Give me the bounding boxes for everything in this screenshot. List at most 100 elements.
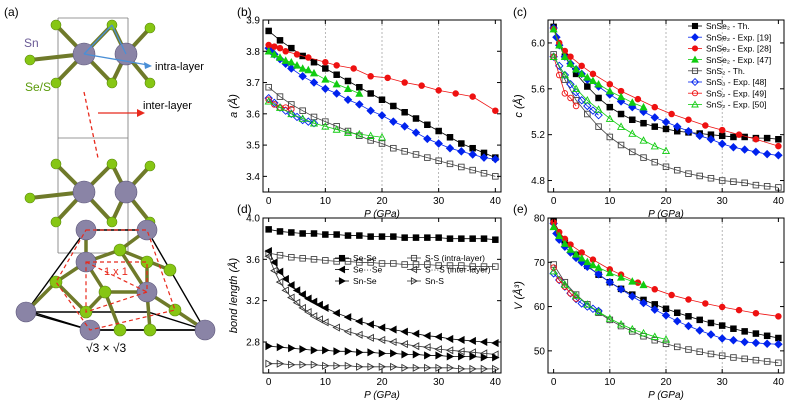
data-point — [333, 231, 340, 238]
data-point — [355, 330, 363, 339]
x-tick-label: 30 — [717, 196, 729, 207]
data-point — [763, 134, 771, 142]
data-point — [550, 264, 557, 271]
data-point — [735, 306, 743, 314]
data-point — [400, 327, 408, 336]
data-point — [287, 293, 295, 302]
data-point — [423, 331, 431, 340]
data-point — [458, 364, 466, 373]
data-point — [583, 73, 592, 81]
data-point — [650, 141, 659, 150]
data-point — [584, 83, 591, 90]
x-tick-label: 10 — [320, 196, 332, 207]
data-point — [668, 291, 675, 299]
data-point — [401, 350, 409, 359]
data-point — [287, 281, 295, 290]
data-point — [390, 349, 398, 358]
data-point — [344, 258, 352, 265]
lower-se-atoms — [24, 158, 156, 228]
data-point — [401, 234, 408, 241]
data-point — [718, 132, 726, 140]
data-point — [480, 235, 488, 242]
x-tick-label: 0 — [266, 196, 272, 207]
series-5 — [265, 83, 499, 180]
data-point — [343, 95, 353, 104]
data-point — [309, 78, 319, 87]
data-point — [730, 354, 737, 361]
y-tick-label: 4.0 — [246, 214, 260, 225]
x-tick-label: 30 — [433, 377, 445, 388]
data-point — [661, 117, 671, 127]
data-point — [321, 122, 330, 130]
data-point — [401, 363, 409, 372]
data-point — [377, 323, 386, 332]
data-point — [343, 128, 353, 136]
data-point — [741, 355, 748, 363]
data-point — [287, 57, 296, 66]
data-point — [344, 347, 353, 356]
legend-marker — [338, 254, 346, 262]
series-line — [553, 56, 667, 152]
data-point — [332, 309, 340, 318]
data-point — [390, 102, 397, 110]
data-point — [468, 348, 476, 357]
data-point — [729, 335, 738, 345]
legend-marker — [691, 100, 699, 108]
data-point — [367, 137, 374, 144]
data-point — [740, 337, 749, 347]
data-point — [706, 135, 716, 144]
panel-a-label: (a) — [4, 5, 19, 19]
data-point — [718, 352, 726, 359]
data-point — [304, 294, 312, 303]
data-point — [310, 360, 319, 369]
data-point — [480, 263, 488, 270]
data-point — [355, 89, 364, 97]
data-point — [446, 235, 454, 242]
data-point — [378, 362, 387, 371]
series-2 — [265, 249, 499, 270]
data-point — [434, 139, 443, 148]
series-3 — [550, 25, 782, 150]
data-point — [616, 273, 626, 281]
series-8 — [549, 52, 671, 154]
data-point — [763, 332, 771, 340]
data-point — [446, 352, 455, 361]
data-point — [492, 263, 499, 270]
data-point — [555, 40, 564, 49]
data-point — [288, 344, 296, 353]
data-point — [356, 232, 363, 239]
data-point — [662, 340, 670, 348]
data-point — [685, 170, 692, 177]
data-point — [446, 363, 455, 372]
data-point — [616, 92, 626, 101]
data-point — [457, 147, 466, 156]
data-point — [492, 236, 499, 243]
data-point — [595, 309, 602, 317]
intra-layer-arrows — [83, 24, 152, 69]
data-point — [595, 123, 602, 130]
data-point — [424, 261, 431, 268]
data-point — [561, 278, 569, 286]
data-point — [628, 292, 637, 301]
series-4 — [264, 252, 499, 359]
data-point — [702, 122, 709, 129]
chart-4: 0 10 20 30 40 50 60 70 80 P (GPa) V (Å³) — [512, 214, 785, 401]
data-point — [577, 254, 586, 262]
data-point — [309, 297, 318, 306]
data-point — [366, 131, 375, 139]
y-tick-label: 3.2 — [246, 296, 260, 307]
data-point — [594, 79, 603, 88]
data-point — [275, 278, 284, 287]
data-point — [315, 315, 323, 324]
y-tick-label: 80 — [534, 214, 546, 225]
data-point — [673, 316, 682, 326]
data-point — [264, 47, 273, 55]
legend-label: Sn-Se — [353, 276, 377, 286]
data-point — [628, 277, 637, 285]
data-point — [264, 247, 272, 256]
data-point — [367, 362, 375, 371]
data-point — [560, 280, 569, 288]
data-point — [605, 268, 614, 277]
x-axis-label: P (GPa) — [364, 390, 400, 401]
data-point — [628, 129, 637, 137]
